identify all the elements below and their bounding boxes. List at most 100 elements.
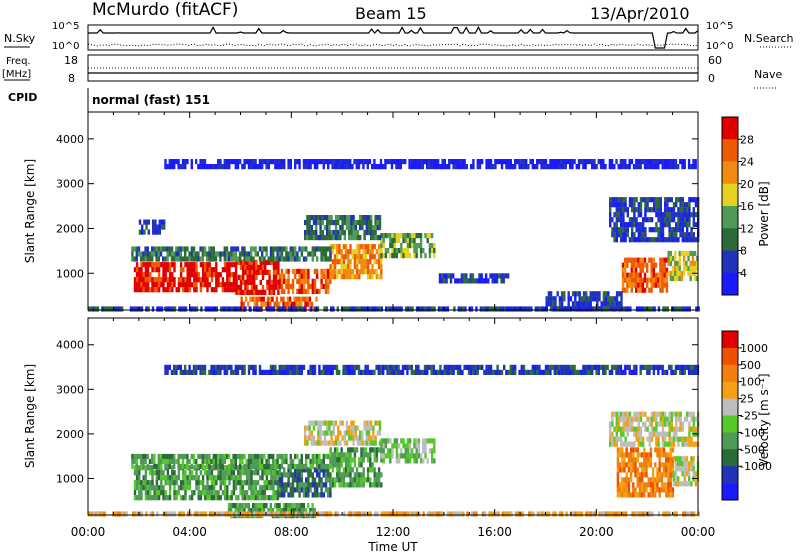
power-cell bbox=[146, 262, 150, 268]
velocity-cell bbox=[261, 485, 264, 491]
velocity-cell bbox=[360, 511, 364, 517]
power-cell bbox=[462, 273, 466, 279]
velocity-cell bbox=[542, 369, 545, 375]
power-cell bbox=[489, 159, 493, 165]
velocity-cell bbox=[248, 470, 251, 476]
velocity-cell bbox=[404, 458, 407, 464]
power-cell bbox=[615, 301, 619, 307]
power-cell bbox=[305, 273, 308, 279]
velocity-cell bbox=[362, 477, 365, 483]
velocity-cell bbox=[400, 438, 403, 444]
velocity-cell bbox=[265, 369, 268, 375]
power-cell bbox=[243, 159, 246, 165]
power-cell bbox=[294, 306, 298, 312]
power-cell bbox=[643, 262, 647, 268]
velocity-cell bbox=[661, 369, 664, 375]
velocity-cell bbox=[309, 482, 312, 488]
velocity-cell bbox=[430, 458, 434, 464]
velocity-cell bbox=[309, 472, 312, 478]
power-cell bbox=[336, 269, 339, 275]
velocity-cell bbox=[270, 511, 273, 517]
power-cell bbox=[310, 235, 313, 241]
power-cell bbox=[298, 256, 301, 262]
power-cell bbox=[118, 306, 122, 312]
velocity-cell bbox=[636, 482, 639, 488]
velocity-cell bbox=[265, 485, 269, 491]
power-cell bbox=[343, 306, 346, 312]
power-cell bbox=[322, 273, 325, 279]
velocity-cell bbox=[375, 457, 379, 463]
velocity-cell bbox=[397, 364, 400, 370]
velocity-cell bbox=[146, 495, 150, 501]
power-cell bbox=[464, 306, 467, 312]
velocity-cell bbox=[382, 458, 385, 464]
velocity-cell bbox=[621, 462, 624, 468]
power-cell bbox=[274, 246, 277, 252]
power-cell bbox=[364, 254, 368, 260]
velocity-cell bbox=[378, 420, 382, 426]
velocity-cell bbox=[246, 511, 249, 517]
velocity-cell bbox=[312, 425, 316, 431]
power-cell bbox=[182, 282, 185, 288]
velocity-cell bbox=[337, 430, 340, 436]
power-cell bbox=[626, 257, 629, 263]
velocity-cell bbox=[347, 472, 350, 478]
freq-unit: [MHz] bbox=[2, 69, 31, 80]
velocity-cell bbox=[151, 495, 154, 501]
velocity-cell bbox=[664, 441, 667, 447]
velocity-cell bbox=[149, 490, 152, 496]
power-cell bbox=[380, 253, 383, 259]
power-cell bbox=[305, 256, 308, 262]
velocity-cell bbox=[616, 472, 620, 478]
velocity-cell bbox=[324, 453, 328, 460]
velocity-cell bbox=[157, 453, 160, 460]
power-cell bbox=[410, 164, 413, 170]
velocity-cell bbox=[669, 467, 672, 473]
power-cell bbox=[500, 273, 503, 279]
velocity-cell bbox=[580, 369, 583, 375]
velocity-cell bbox=[333, 462, 337, 468]
power-cell bbox=[345, 225, 349, 231]
power-cell bbox=[241, 164, 244, 170]
velocity-cell bbox=[164, 463, 167, 470]
velocity-cell bbox=[598, 511, 601, 517]
velocity-cell bbox=[653, 431, 656, 437]
power-cell bbox=[395, 164, 398, 170]
power-cell bbox=[397, 238, 401, 244]
velocity-cell bbox=[613, 426, 616, 432]
power-cell bbox=[522, 159, 526, 165]
velocity-cell bbox=[267, 480, 271, 486]
power-cell bbox=[315, 215, 318, 221]
velocity-cell bbox=[274, 470, 277, 476]
power-cell bbox=[269, 296, 272, 302]
power-cell bbox=[589, 296, 592, 302]
velocity-cell bbox=[188, 458, 191, 465]
power-cell bbox=[342, 159, 345, 165]
power-cell bbox=[695, 306, 698, 312]
power-cell bbox=[666, 217, 669, 223]
velocity-cell bbox=[228, 364, 231, 370]
power-cell bbox=[228, 251, 231, 257]
power-cell bbox=[155, 246, 158, 252]
velocity-cell bbox=[643, 457, 646, 463]
power-cell bbox=[428, 233, 432, 239]
power-cell bbox=[631, 227, 634, 233]
velocity-cell bbox=[688, 436, 691, 442]
power-cell bbox=[672, 207, 676, 213]
velocity-cell bbox=[236, 513, 239, 519]
velocity-cell bbox=[627, 477, 631, 483]
power-cell bbox=[681, 217, 684, 223]
power-cell bbox=[637, 232, 640, 238]
power-cell bbox=[179, 164, 182, 170]
power-cell bbox=[639, 257, 642, 263]
velocity-cell bbox=[410, 364, 413, 370]
velocity-cell bbox=[226, 465, 229, 471]
velocity-cell bbox=[366, 457, 370, 463]
velocity-cell bbox=[133, 458, 136, 465]
power-cell bbox=[316, 256, 319, 262]
velocity-cell bbox=[666, 511, 669, 517]
power-cell bbox=[338, 159, 341, 165]
power-cell bbox=[203, 246, 207, 252]
power-cell bbox=[600, 306, 603, 312]
power-cell bbox=[558, 306, 562, 312]
